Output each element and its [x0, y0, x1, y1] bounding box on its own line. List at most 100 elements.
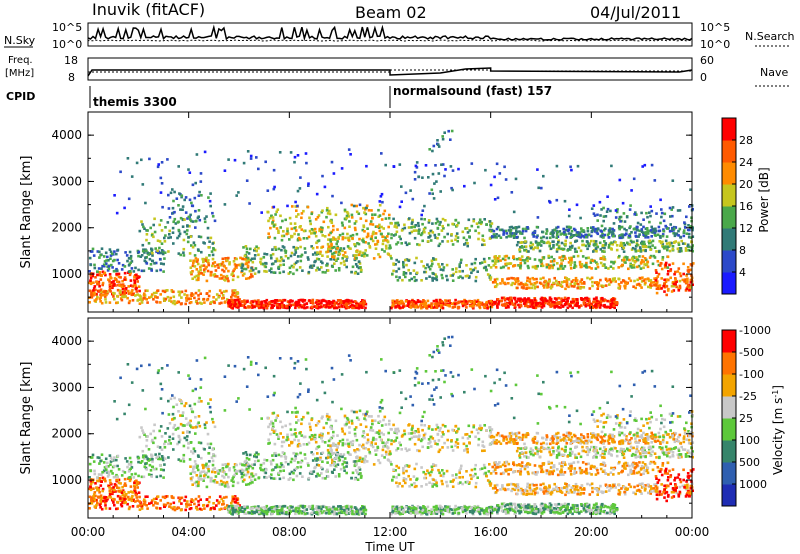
power-cell	[345, 214, 349, 218]
power-cell	[550, 283, 554, 287]
power-cell	[408, 242, 411, 245]
power-cell	[397, 267, 401, 271]
power-cell	[359, 306, 362, 309]
power-cell	[464, 227, 467, 230]
power-cell	[355, 250, 359, 254]
power-cell	[454, 298, 457, 302]
velocity-cell	[207, 402, 210, 405]
velocity-cell	[199, 474, 202, 478]
velocity-cell	[223, 471, 226, 474]
power-cell	[148, 296, 151, 299]
power-cell	[687, 268, 691, 272]
power-cell	[670, 208, 673, 211]
power-cell	[676, 209, 680, 212]
power-cell	[230, 273, 233, 276]
velocity-cell	[96, 501, 99, 505]
power-cell	[507, 282, 510, 285]
power-cell	[270, 270, 273, 274]
power-cell	[97, 267, 101, 270]
power-cell	[414, 224, 417, 227]
power-cell	[326, 212, 330, 215]
power-cell	[679, 274, 683, 278]
power-cell	[221, 257, 225, 261]
power-cell	[551, 266, 554, 270]
power-cell	[244, 245, 248, 248]
velocity-cell	[119, 503, 123, 506]
power-cell	[551, 229, 555, 232]
power-cell	[670, 241, 673, 245]
power-cell	[337, 267, 341, 270]
power-cell	[556, 262, 559, 265]
colorbar-segment	[722, 250, 736, 273]
power-cell	[284, 250, 288, 253]
power-cell	[465, 238, 468, 242]
power-cell	[419, 300, 422, 303]
power-cell	[371, 213, 374, 216]
power-cell	[660, 208, 663, 211]
power-cell	[412, 300, 416, 303]
station-title: Inuvik (fitACF)	[92, 0, 205, 19]
power-cell	[101, 264, 104, 268]
power-cell	[433, 182, 436, 185]
power-cell	[364, 219, 368, 223]
power-cell	[456, 239, 459, 243]
power-cell	[485, 300, 489, 304]
power-cell	[584, 296, 587, 300]
power-cell	[594, 302, 598, 306]
power-cell	[683, 242, 687, 245]
power-cell	[586, 242, 590, 245]
velocity-cell	[119, 482, 122, 485]
power-cell	[246, 150, 250, 153]
velocity-cell	[173, 423, 177, 427]
power-cell	[306, 306, 309, 309]
power-cell	[253, 272, 257, 275]
power-cell	[659, 221, 662, 225]
power-cell	[342, 300, 346, 303]
velocity-cell	[116, 494, 120, 498]
power-cell	[559, 283, 562, 287]
power-cell	[580, 263, 584, 266]
power-cell	[272, 187, 276, 191]
power-cell	[688, 205, 691, 208]
power-cell	[519, 264, 523, 267]
power-cell	[150, 295, 153, 299]
power-cell	[239, 302, 242, 306]
power-cell	[426, 263, 429, 266]
power-cell	[589, 261, 593, 264]
power-cell	[431, 231, 435, 234]
power-cell	[471, 301, 474, 305]
power-cell	[226, 277, 229, 280]
power-cell	[96, 282, 99, 286]
velocity-cell	[103, 466, 107, 469]
power-cell	[471, 304, 475, 307]
power-cell	[502, 281, 505, 285]
power-cell	[444, 299, 447, 302]
power-cell	[488, 305, 491, 308]
velocity-cell	[132, 499, 135, 502]
power-cell	[564, 242, 567, 246]
power-cell	[129, 257, 133, 260]
power-cell	[392, 217, 395, 221]
power-cell	[264, 160, 267, 164]
power-cell	[629, 225, 632, 228]
power-cell	[552, 246, 555, 249]
power-cell	[255, 245, 258, 248]
velocity-cell	[173, 396, 176, 400]
velocity-cell	[155, 506, 158, 510]
power-cell	[619, 244, 622, 247]
power-cell	[93, 263, 96, 267]
velocity-cell	[235, 498, 239, 501]
power-cell	[119, 291, 122, 294]
power-cell	[237, 263, 241, 267]
power-cell	[191, 245, 195, 249]
power-cell	[341, 237, 345, 241]
power-cell	[483, 243, 486, 246]
power-cell	[422, 227, 426, 231]
power-cell	[391, 272, 394, 276]
power-cell	[643, 283, 647, 286]
power-cell	[370, 235, 374, 238]
power-cell	[651, 262, 655, 266]
power-cell	[309, 264, 313, 268]
power-cell	[274, 245, 277, 249]
